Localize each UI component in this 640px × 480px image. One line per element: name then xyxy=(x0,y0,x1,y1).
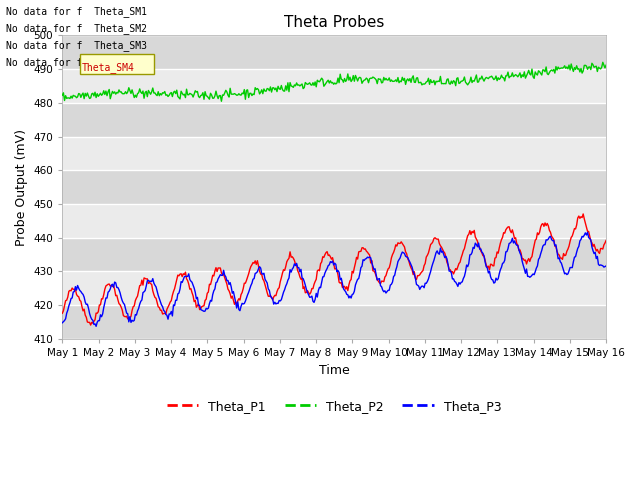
Bar xyxy=(62,170,606,204)
Bar xyxy=(62,36,606,69)
Legend: Theta_P1, Theta_P2, Theta_P3: Theta_P1, Theta_P2, Theta_P3 xyxy=(162,395,506,418)
Bar xyxy=(62,272,606,305)
Title: Theta Probes: Theta Probes xyxy=(284,15,385,30)
Y-axis label: Probe Output (mV): Probe Output (mV) xyxy=(15,129,28,246)
Bar xyxy=(62,136,606,170)
Text: Theta_SM4: Theta_SM4 xyxy=(81,62,134,73)
Bar xyxy=(62,305,606,339)
Bar xyxy=(62,69,606,103)
X-axis label: Time: Time xyxy=(319,363,349,376)
Bar xyxy=(62,204,606,238)
Bar xyxy=(62,103,606,136)
Text: No data for f  Theta_SM4: No data for f Theta_SM4 xyxy=(6,57,147,68)
Text: No data for f  Theta_SM2: No data for f Theta_SM2 xyxy=(6,23,147,34)
Bar xyxy=(62,238,606,272)
Text: No data for f  Theta_SM3: No data for f Theta_SM3 xyxy=(6,40,147,51)
Text: No data for f  Theta_SM1: No data for f Theta_SM1 xyxy=(6,6,147,17)
